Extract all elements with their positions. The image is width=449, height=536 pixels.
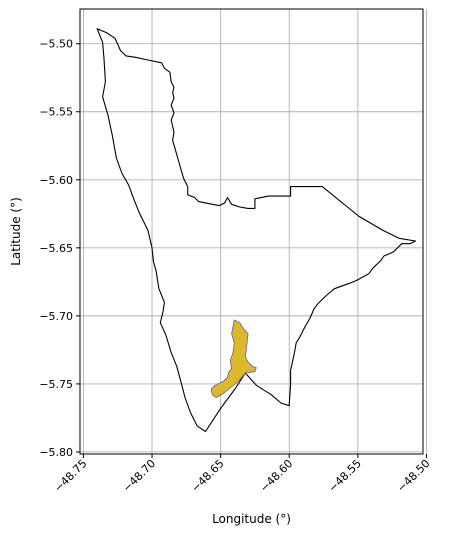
y-axis-ticks: −5.50 −5.55 −5.60 −5.65 −5.70 −5.75 −5.80 <box>39 38 80 459</box>
y-tick-label: −5.50 <box>39 38 73 51</box>
y-tick-label: −5.75 <box>39 378 73 391</box>
x-axis-ticks: −48.75 −48.70 −48.65 −48.60 −48.55 −48.50 <box>52 454 433 495</box>
x-tick-label: −48.55 <box>326 457 364 495</box>
x-axis-label: Longitude (°) <box>212 512 291 526</box>
plot-frame <box>79 8 424 455</box>
y-tick-label: −5.65 <box>39 242 73 255</box>
x-tick-label: −48.75 <box>52 457 90 495</box>
x-tick-label: −48.50 <box>395 457 433 495</box>
grid-lines <box>80 9 427 454</box>
x-tick-label: −48.60 <box>257 457 295 495</box>
y-tick-label: −5.80 <box>39 446 73 459</box>
y-tick-label: −5.60 <box>39 174 73 187</box>
y-axis-label: Latitude (°) <box>9 197 23 266</box>
municipality-boundary <box>96 28 417 433</box>
highlighted-area <box>210 319 257 398</box>
x-tick-label: −48.65 <box>189 457 227 495</box>
y-tick-label: −5.70 <box>39 310 73 323</box>
y-tick-label: −5.55 <box>39 106 73 119</box>
x-tick-label: −48.70 <box>120 457 158 495</box>
